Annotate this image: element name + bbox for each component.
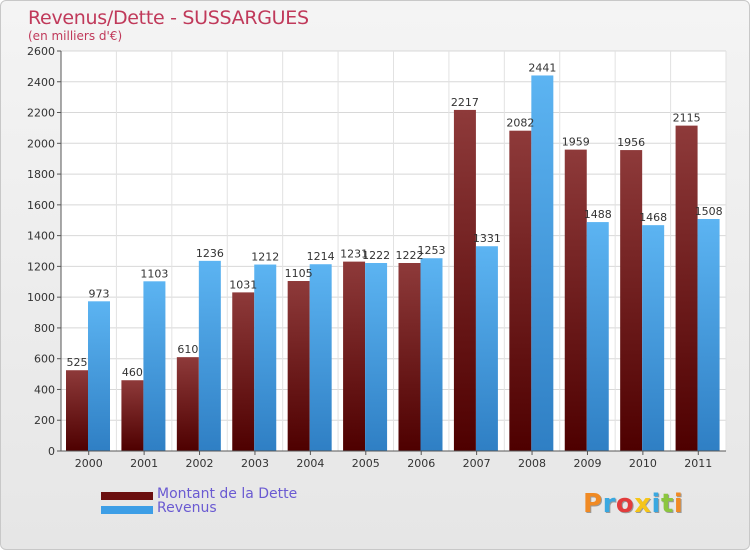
x-tick-label: 2000 <box>75 457 103 470</box>
bar-dette <box>176 357 199 451</box>
bar-dette <box>398 263 421 451</box>
legend-label-revenus: Revenus <box>157 500 217 516</box>
data-label-dette: 1105 <box>285 267 313 280</box>
data-label-dette: 1959 <box>562 136 590 149</box>
y-tick-label: 400 <box>34 383 55 396</box>
data-label-dette: 610 <box>177 343 198 356</box>
y-tick-label: 2400 <box>27 76 55 89</box>
x-tick-label: 2004 <box>296 457 324 470</box>
data-label-dette: 2082 <box>506 117 534 130</box>
data-label-revenus: 1253 <box>418 244 446 257</box>
x-tick-label: 2009 <box>573 457 601 470</box>
x-tick-label: 2005 <box>352 457 380 470</box>
y-tick-label: 1000 <box>27 291 55 304</box>
y-tick-label: 0 <box>48 445 55 458</box>
proxiti-logo: Proxiti <box>583 489 684 519</box>
bar-revenus <box>475 246 498 451</box>
bar-dette <box>66 370 88 451</box>
bar-dette <box>453 109 476 451</box>
bar-dette <box>620 150 643 452</box>
data-label-dette: 1222 <box>396 249 424 262</box>
data-label-revenus: 1236 <box>196 247 224 260</box>
data-label-revenus: 1488 <box>584 208 612 221</box>
data-label-dette: 1956 <box>617 136 645 149</box>
legend-swatch-revenus <box>101 506 153 514</box>
bar-dette <box>564 149 587 451</box>
x-tick-label: 2006 <box>407 457 435 470</box>
x-tick-label: 2003 <box>241 457 269 470</box>
x-tick-label: 2011 <box>684 457 712 470</box>
bar-revenus <box>531 75 554 451</box>
bar-revenus <box>697 219 720 451</box>
y-tick-label: 800 <box>34 322 55 335</box>
y-tick-label: 1800 <box>27 168 55 181</box>
x-tick-label: 2001 <box>130 457 158 470</box>
data-label-revenus: 1222 <box>362 249 390 262</box>
data-label-revenus: 1331 <box>473 232 501 245</box>
y-tick-label: 600 <box>34 353 55 366</box>
data-label-revenus: 1103 <box>140 267 168 280</box>
data-label-revenus: 1508 <box>695 205 723 218</box>
y-tick-label: 200 <box>34 414 55 427</box>
x-tick-label: 2007 <box>463 457 491 470</box>
bar-revenus <box>420 258 443 451</box>
bar-revenus <box>254 264 277 451</box>
bar-revenus <box>198 260 221 451</box>
y-tick-label: 2000 <box>27 137 55 150</box>
data-label-revenus: 2441 <box>528 61 556 74</box>
data-label-revenus: 1214 <box>307 250 335 263</box>
bar-dette <box>121 380 144 451</box>
bar-revenus <box>586 222 609 451</box>
bar-revenus <box>365 263 388 451</box>
data-label-revenus: 1212 <box>251 251 279 264</box>
bar-dette <box>675 125 698 451</box>
y-tick-label: 1400 <box>27 230 55 243</box>
data-label-dette: 1031 <box>229 278 257 291</box>
chart-subtitle: (en milliers d'€) <box>28 29 123 43</box>
data-label-revenus: 1468 <box>639 211 667 224</box>
data-label-dette: 1231 <box>340 248 368 261</box>
bar-dette <box>232 292 255 451</box>
data-label-dette: 460 <box>122 366 143 379</box>
bar-revenus <box>642 225 665 451</box>
y-tick-label: 1200 <box>27 260 55 273</box>
data-label-dette: 525 <box>67 356 88 369</box>
bar-dette <box>509 130 532 451</box>
y-tick-label: 1600 <box>27 199 55 212</box>
data-label-revenus: 973 <box>89 287 110 300</box>
data-label-dette: 2217 <box>451 96 479 109</box>
x-tick-label: 2002 <box>186 457 214 470</box>
legend-label-dette: Montant de la Dette <box>157 486 298 502</box>
data-label-dette: 2115 <box>673 112 701 125</box>
x-tick-label: 2008 <box>518 457 546 470</box>
y-tick-label: 2600 <box>27 45 55 58</box>
chart-title: Revenus/Dette - SUSSARGUES <box>28 7 309 29</box>
bar-revenus <box>143 281 166 451</box>
legend-swatch-dette <box>101 492 153 500</box>
bar-dette <box>343 261 366 451</box>
y-tick-label: 2200 <box>27 107 55 120</box>
bar-dette <box>287 281 310 451</box>
bar-revenus <box>88 301 110 451</box>
bar-revenus <box>309 264 332 451</box>
x-tick-label: 2010 <box>629 457 657 470</box>
